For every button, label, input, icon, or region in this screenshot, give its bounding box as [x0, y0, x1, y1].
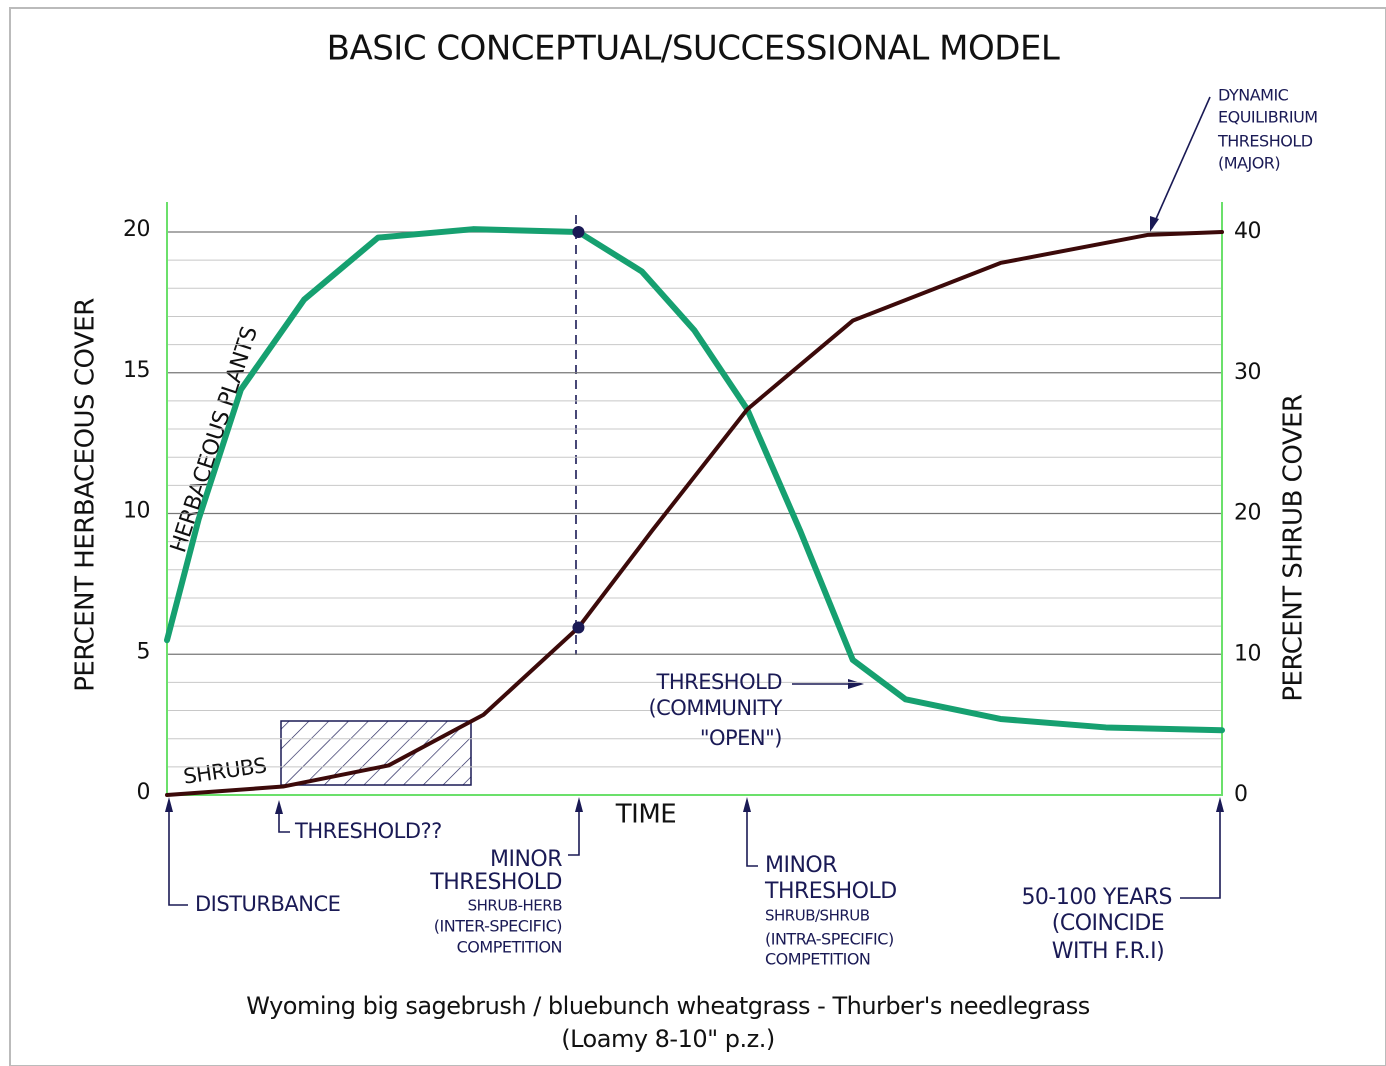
annotation: (COMMUNITY	[648, 696, 782, 720]
y-tick-label: 15	[123, 358, 150, 383]
annotation: COMPETITION	[765, 950, 870, 969]
y2-tick-label: 30	[1234, 360, 1261, 385]
series-label: SHRUBS	[182, 753, 268, 788]
y2-tick-label: 40	[1234, 219, 1261, 244]
frame	[9, 7, 1386, 1066]
y2-tick-label: 20	[1234, 501, 1261, 526]
subtitle: (Loamy 8-10" p.z.)	[561, 1025, 775, 1053]
annotation: DISTURBANCE	[195, 892, 340, 916]
arrowheads	[165, 216, 1224, 814]
y-tick-label: 5	[137, 639, 151, 664]
y-tick-label: 0	[137, 780, 151, 805]
chart-title: BASIC CONCEPTUAL/SUCCESSIONAL MODEL	[327, 29, 1060, 69]
annotation: (MAJOR)	[1218, 154, 1280, 173]
annotation: (INTER-SPECIFIC)	[434, 917, 562, 936]
y-tick-label: 10	[123, 499, 150, 524]
annotation: THRESHOLD	[656, 670, 783, 694]
marker	[572, 621, 585, 634]
annotation: COMPETITION	[457, 938, 562, 957]
plot-border	[166, 202, 1223, 796]
y2-tick-label: 10	[1234, 641, 1261, 666]
series-label: HERBACEOUS PLANTS	[166, 324, 263, 556]
connectors	[168, 96, 1221, 906]
annotation: SHRUB/SHRUB	[765, 907, 870, 925]
annotation: SHRUB-HERB	[468, 897, 563, 915]
annotation: "OPEN")	[700, 726, 782, 750]
annotation: DYNAMIC	[1218, 86, 1289, 105]
hatched-area	[280, 720, 472, 786]
annotation: (COINCIDE	[1052, 911, 1164, 936]
subtitle: Wyoming big sagebrush / bluebunch wheatg…	[246, 992, 1089, 1020]
y-axis-label: PERCENT HERBACEOUS COVER	[71, 298, 101, 692]
annotation: THRESHOLD	[429, 870, 562, 895]
annotation: MINOR	[765, 853, 837, 878]
marker	[572, 226, 585, 238]
annotation: EQUILIBRIUM	[1218, 108, 1318, 127]
y2-axis-label: PERCENT SHRUB COVER	[1279, 394, 1309, 702]
y-tick-label: 20	[123, 217, 150, 242]
y2-tick-label: 0	[1234, 782, 1248, 807]
annotation: MINOR	[490, 847, 562, 872]
annotation: THRESHOLD??	[294, 819, 442, 843]
annotation: THRESHOLD	[1217, 132, 1313, 151]
x-axis-label: TIME	[615, 800, 676, 830]
line	[164, 226, 1225, 734]
annotation: THRESHOLD	[764, 879, 897, 904]
annotation: (INTRA-SPECIFIC)	[765, 930, 894, 949]
annotation: 50-100 YEARS	[1021, 885, 1172, 910]
line	[165, 230, 1224, 797]
annotation: WITH F.R.I)	[1052, 939, 1164, 964]
